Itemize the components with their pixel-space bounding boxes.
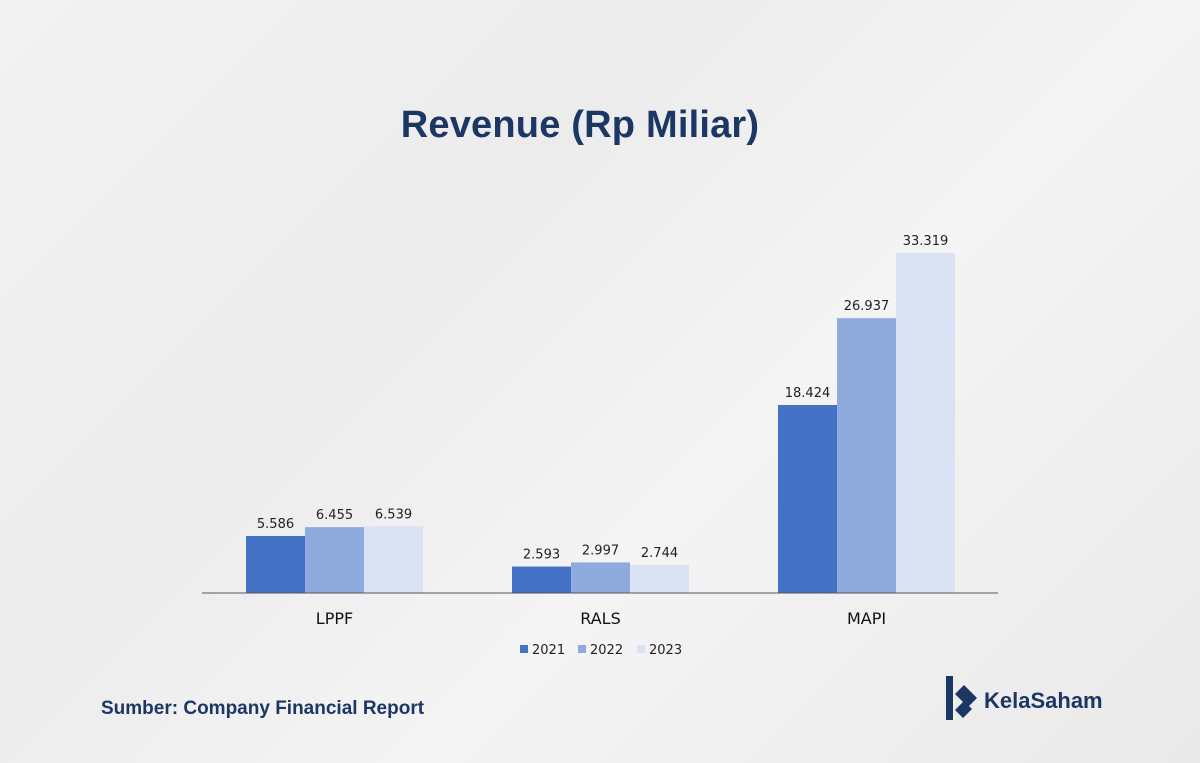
legend-label: 2021 — [532, 643, 565, 658]
kelasaham-logo-icon — [946, 676, 977, 720]
brand-name: KelaSaham — [984, 688, 1103, 713]
data-label: 2.744 — [641, 546, 678, 561]
legend-swatch — [637, 645, 645, 653]
bar — [778, 404, 837, 593]
x-tick-label: LPPF — [316, 609, 353, 628]
legend-swatch — [578, 645, 586, 653]
x-tick-label: RALS — [580, 609, 620, 628]
data-label: 5.586 — [257, 517, 294, 532]
bar — [837, 318, 896, 593]
bar — [246, 535, 305, 593]
data-label: 6.455 — [316, 508, 353, 523]
legend-label: 2023 — [649, 643, 682, 658]
bar — [571, 562, 630, 593]
data-label: 6.539 — [375, 507, 412, 522]
bar — [630, 564, 689, 593]
x-tick-label: MAPI — [847, 609, 886, 628]
bar — [364, 526, 423, 593]
kelasaham-logo: KelaSaham — [944, 674, 1134, 722]
legend-swatch — [520, 645, 528, 653]
bar — [512, 566, 571, 593]
bar — [896, 253, 955, 593]
legend-label: 2022 — [590, 643, 623, 658]
data-label: 26.937 — [844, 299, 890, 314]
bar — [305, 527, 364, 593]
source-note: Sumber: Company Financial Report — [101, 698, 425, 719]
data-label: 2.997 — [582, 543, 619, 558]
data-label: 33.319 — [903, 234, 949, 249]
data-label: 18.424 — [785, 386, 831, 401]
data-label: 2.593 — [523, 548, 560, 563]
chart-title: Revenue (Rp Miliar) — [400, 104, 760, 146]
